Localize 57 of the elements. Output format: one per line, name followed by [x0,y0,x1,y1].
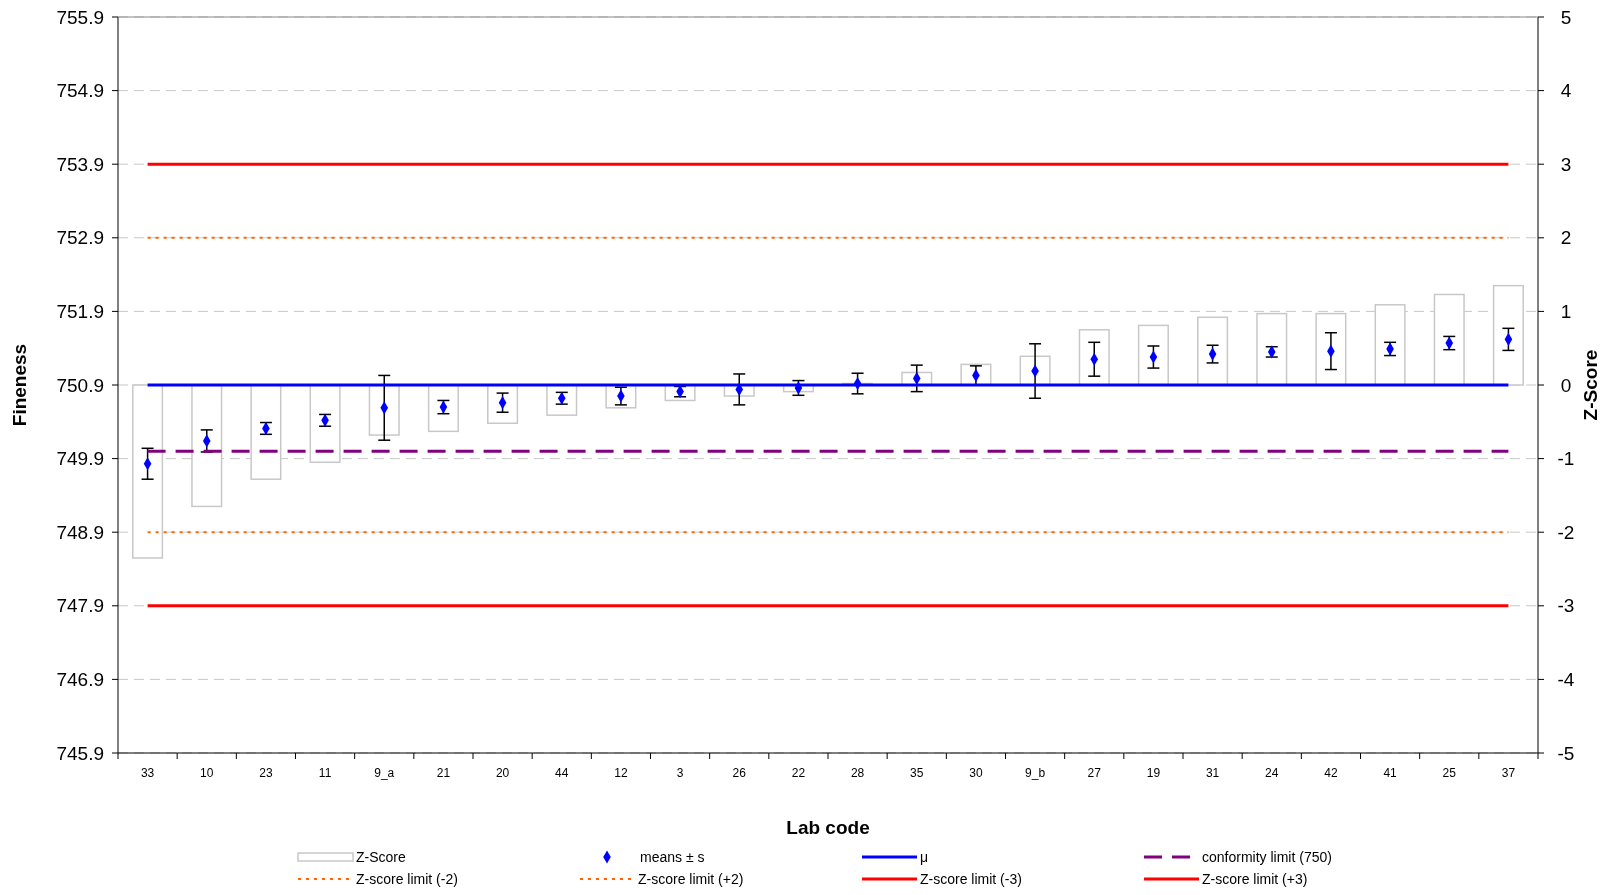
x-tick-label: 19 [1146,766,1161,780]
legend-label: μ [920,848,929,865]
x-tick-label: 22 [791,766,806,780]
y-tick-label: 753.9 [56,153,104,175]
x-tick-label: 21 [436,766,451,780]
x-tick-label: 35 [910,766,924,780]
y-axis-title: Fineness [9,343,30,427]
y-tick-label: 749.9 [56,448,104,470]
x-tick-label: 41 [1383,766,1398,780]
y2-tick-label: -5 [1557,742,1575,764]
legend-label: Z-score limit (-3) [920,870,1022,887]
y-tick-label: 755.9 [56,6,104,28]
legend-label: means ± s [640,848,705,865]
legend-label: Z-score limit (+2) [638,870,744,887]
y-tick-label: 746.9 [56,669,104,691]
x-axis-title: Lab code [786,817,870,838]
legend-label: Z-score limit (+3) [1202,870,1308,887]
y2-tick-label: -3 [1557,595,1575,617]
legend-label: Z-score limit (-2) [356,870,458,887]
x-tick-label: 20 [495,766,510,780]
y-tick-label: 747.9 [56,595,104,617]
y2-tick-label: 4 [1560,80,1572,102]
y2-tick-label: -1 [1557,448,1575,470]
legend-label: Z-Score [356,848,406,865]
y-tick-label: 754.9 [56,80,104,102]
x-tick-label: 23 [259,766,273,780]
x-tick-label: 12 [614,766,628,780]
y2-tick-label: -2 [1557,521,1575,543]
x-tick-label: 26 [732,766,747,780]
x-tick-label: 30 [969,766,983,780]
x-tick-label: 11 [318,766,332,780]
y2-tick-label: 3 [1560,153,1572,175]
x-tick-label: 25 [1442,766,1457,780]
y2-tick-label: 5 [1560,6,1572,28]
x-tick-label: 10 [200,766,214,780]
y-tick-label: 745.9 [56,742,104,764]
y2-tick-label: 0 [1560,374,1572,396]
y-tick-label: 752.9 [56,227,104,249]
y-tick-label: 750.9 [56,374,104,396]
x-tick-label: 28 [850,766,865,780]
y-tick-label: 751.9 [56,301,104,323]
y-tick-label: 748.9 [56,521,104,543]
y2-axis-title: Z-Score [1580,349,1601,421]
x-tick-label: 9_a [374,766,395,780]
x-tick-label: 27 [1087,766,1102,780]
y2-tick-label: -4 [1557,669,1575,691]
x-tick-label: 24 [1265,766,1279,780]
x-tick-label: 9_b [1025,766,1046,780]
x-tick-label: 31 [1205,766,1220,780]
x-tick-label: 37 [1501,766,1516,780]
x-tick-label: 42 [1324,766,1338,780]
legend-label: conformity limit (750) [1202,848,1332,865]
y2-tick-label: 1 [1560,301,1572,323]
x-tick-label: 33 [140,766,155,780]
y2-tick-label: 2 [1560,227,1572,249]
x-tick-label: 3 [676,766,684,780]
x-tick-label: 44 [555,766,569,780]
